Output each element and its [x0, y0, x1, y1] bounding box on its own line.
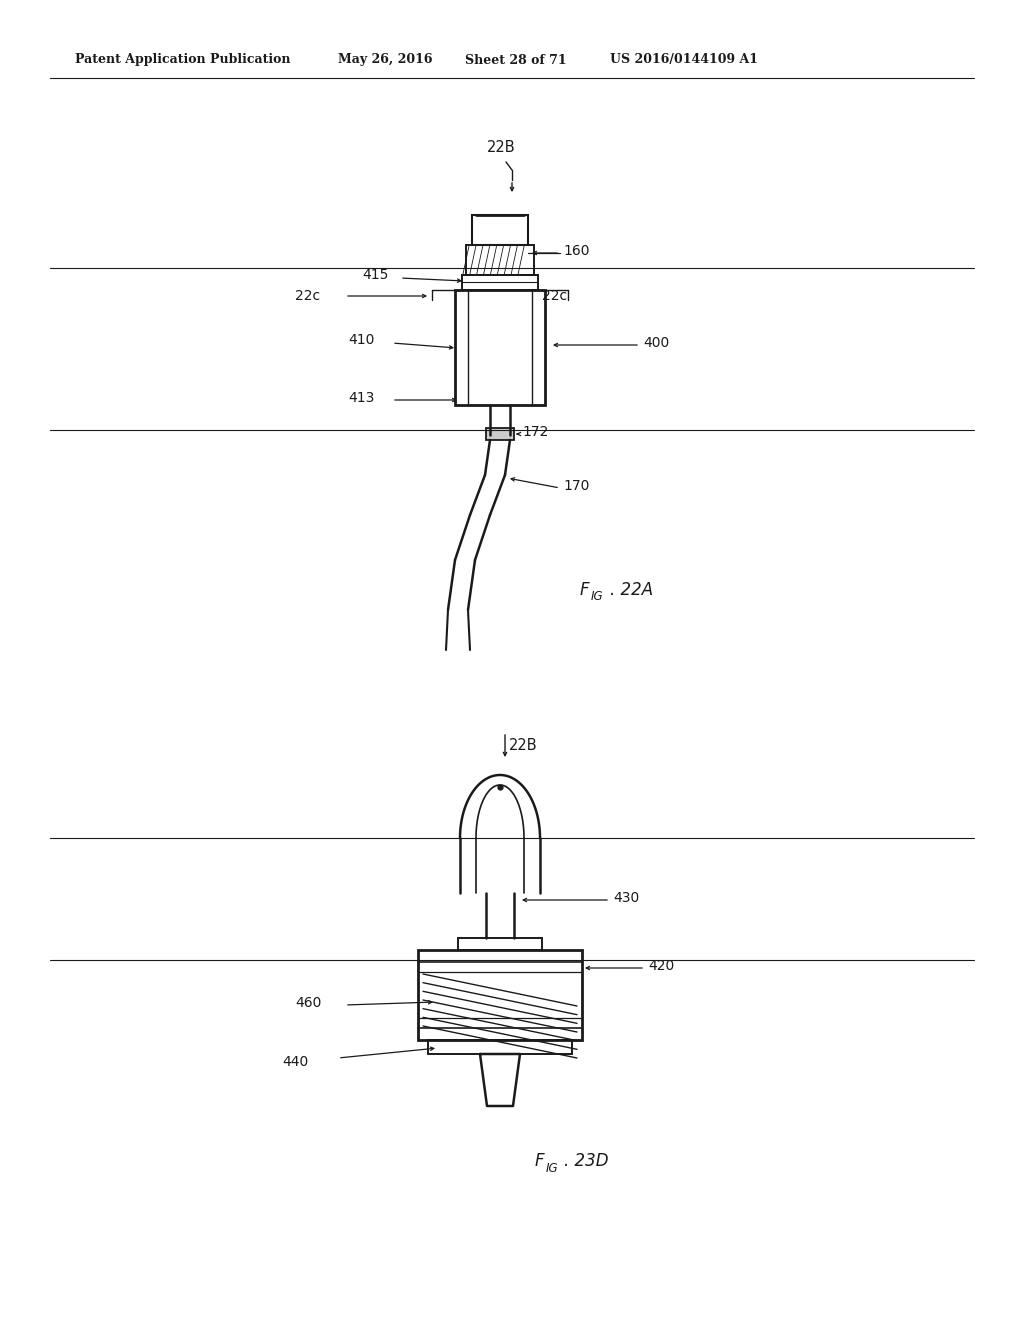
Text: 22B: 22B	[487, 140, 516, 156]
Text: 430: 430	[613, 891, 639, 906]
Text: 172: 172	[522, 425, 549, 440]
Text: Patent Application Publication: Patent Application Publication	[75, 54, 291, 66]
Text: 420: 420	[648, 960, 674, 973]
Text: 22c: 22c	[295, 289, 321, 304]
Text: IG: IG	[591, 590, 603, 603]
Text: 22c: 22c	[542, 289, 567, 304]
Text: IG: IG	[546, 1162, 559, 1175]
Bar	[472, 215, 528, 246]
Text: 460: 460	[295, 997, 322, 1010]
Text: 400: 400	[643, 337, 670, 350]
Bar	[466, 246, 534, 275]
Text: 170: 170	[563, 479, 590, 492]
Text: 413: 413	[348, 391, 375, 405]
Text: Sheet 28 of 71: Sheet 28 of 71	[465, 54, 566, 66]
Text: . 22A: . 22A	[610, 581, 653, 599]
Bar	[455, 290, 545, 405]
Text: 22B: 22B	[509, 738, 538, 752]
Text: F: F	[580, 581, 590, 599]
Text: 410: 410	[348, 333, 375, 347]
Text: 415: 415	[362, 268, 388, 282]
Text: US 2016/0144109 A1: US 2016/0144109 A1	[610, 54, 758, 66]
Bar	[462, 275, 538, 290]
Bar	[486, 428, 514, 440]
Bar	[428, 1040, 572, 1053]
Text: . 23D: . 23D	[564, 1152, 608, 1170]
Bar	[458, 939, 542, 950]
Text: F: F	[535, 1152, 545, 1170]
Text: May 26, 2016: May 26, 2016	[338, 54, 432, 66]
Bar	[418, 950, 582, 1040]
Text: 160: 160	[563, 244, 590, 257]
Text: 440: 440	[282, 1055, 308, 1069]
